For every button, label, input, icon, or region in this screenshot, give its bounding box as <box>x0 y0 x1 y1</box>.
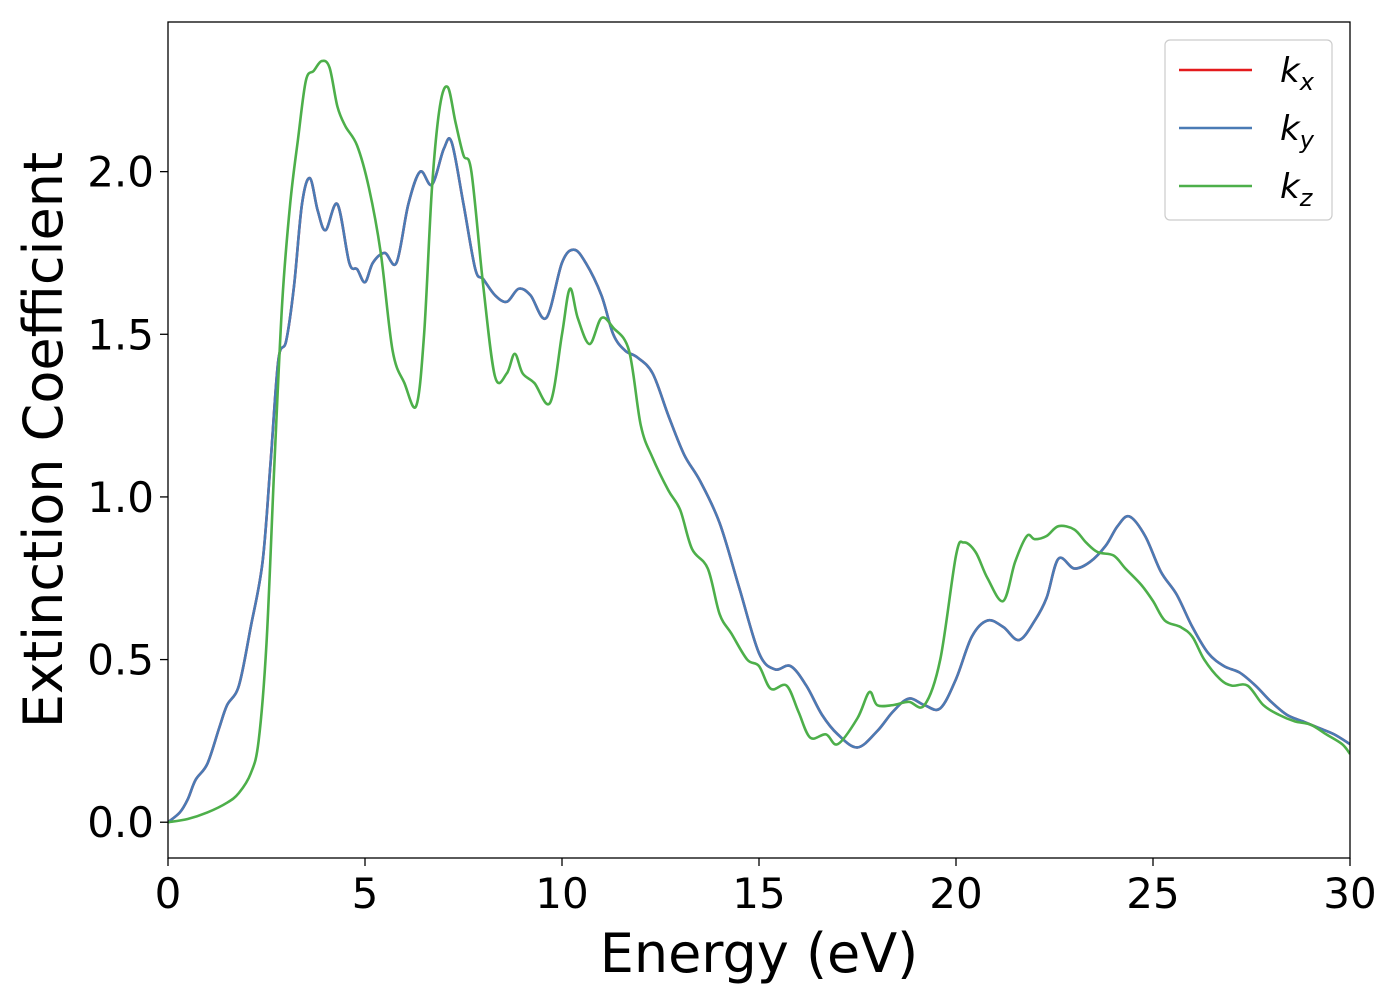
x-axis-title: Energy (eV) <box>600 922 919 985</box>
legend: kx ky kz <box>1164 39 1333 221</box>
y-tick-label: 1.5 <box>87 310 154 359</box>
x-tick-label: 10 <box>535 869 588 918</box>
x-tick-label: 20 <box>929 869 982 918</box>
plot-area <box>167 21 1351 859</box>
x-tick-label: 0 <box>155 869 182 918</box>
y-tick-label: 0.5 <box>87 636 154 685</box>
x-tick-label: 5 <box>352 869 379 918</box>
y-axis-ticks: 0.0 0.5 1.0 1.5 2.0 <box>87 148 168 847</box>
legend-label-ky: ky <box>1280 109 1315 154</box>
series-line-kz <box>168 59 1350 824</box>
x-axis-ticks: 0 5 10 15 20 25 30 <box>155 858 1377 918</box>
legend-label-kz: kz <box>1280 167 1314 212</box>
legend-box <box>1164 39 1333 221</box>
x-tick-label: 25 <box>1126 869 1179 918</box>
x-tick-label: 15 <box>732 869 785 918</box>
y-tick-label: 1.0 <box>87 473 154 522</box>
series-line-ky <box>168 137 1350 824</box>
y-tick-label: 2.0 <box>87 148 154 197</box>
series-layer <box>168 59 1350 824</box>
y-axis-title: Extinction Coefficient <box>12 152 75 728</box>
y-tick-label: 0.0 <box>87 798 154 847</box>
legend-label-kx: kx <box>1280 51 1315 96</box>
x-tick-label: 30 <box>1323 869 1376 918</box>
